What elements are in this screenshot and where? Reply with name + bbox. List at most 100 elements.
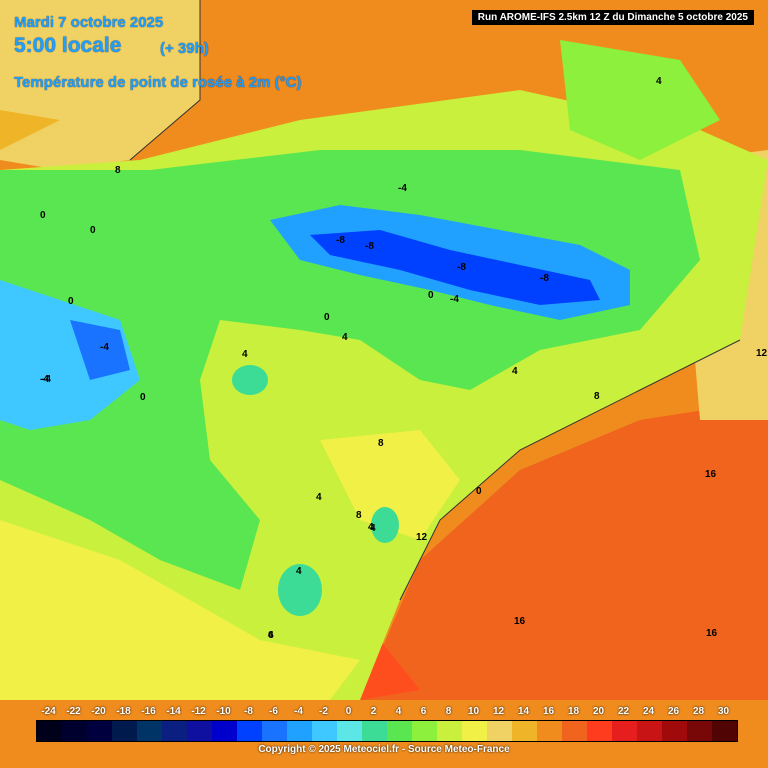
run-info: Run AROME-IFS 2.5km 12 Z du Dimanche 5 o… [471, 10, 754, 25]
forecast-date: Mardi 7 octobre 2025 [14, 14, 164, 31]
scale-tick-label: -2 [319, 706, 328, 717]
contour-label: 4 [342, 332, 348, 343]
scale-tick-label: 30 [717, 706, 730, 717]
contour-label: -4 [450, 294, 459, 305]
contour-label: -4 [42, 374, 51, 385]
contour-labels: 800-8-8-8-8-40 -400-4-4044448881204446161… [40, 76, 768, 641]
forecast-lead: (+ 39h) [160, 40, 209, 57]
scale-swatch [487, 721, 512, 741]
color-scale: -24 -22 -20 -18 -16 -14 -12 -10 -8 -6 -4 -2 0 2 4 6 8 10 1… [0, 700, 768, 768]
contour-label: 0 [90, 225, 96, 236]
scale-tick-label: -12 [191, 706, 206, 717]
contour-label: 4 [368, 522, 374, 533]
contour-label: 16 [705, 469, 717, 480]
scale-swatch [37, 721, 62, 741]
contour-label: -4 [100, 342, 109, 353]
contour-label: -8 [457, 262, 466, 273]
scale-tick-label: 28 [692, 706, 705, 717]
scale-tick-label: -6 [269, 706, 278, 717]
contour-label: 0 [324, 312, 330, 323]
contour-label: -8 [365, 241, 374, 252]
scale-tick-label: -18 [116, 706, 131, 717]
contour-label: 16 [514, 616, 526, 627]
contour-label: 4 [512, 366, 518, 377]
contour-label: 12 [756, 348, 768, 359]
scale-tick-label: 6 [420, 706, 427, 717]
scale-tick-label: -14 [166, 706, 181, 717]
scale-tick-label: 2 [370, 706, 377, 717]
contour-label: -8 [540, 273, 549, 284]
scale-swatch [612, 721, 637, 741]
scale-tick-label: -10 [216, 706, 231, 717]
contour-label: 6 [268, 630, 274, 641]
scale-swatch [362, 721, 387, 741]
forecast-time: 5:00 locale [14, 34, 122, 57]
contour-label: 4 [268, 630, 274, 641]
scale-swatch [512, 721, 537, 741]
scale-swatch [187, 721, 212, 741]
scale-swatch [87, 721, 112, 741]
parameter-title: Température de point de rosée à 2m (°C) [14, 74, 302, 91]
scale-tick-label: -8 [244, 706, 253, 717]
scale-swatch [287, 721, 312, 741]
sea-east [360, 400, 768, 700]
scale-swatch [412, 721, 437, 741]
scale-tick-label: 14 [517, 706, 530, 717]
scale-swatch [312, 721, 337, 741]
scale-tick-label: 10 [467, 706, 480, 717]
scale-swatch [712, 721, 737, 741]
copyright: Copyright © 2025 Meteociel.fr - Source M… [258, 744, 510, 755]
scale-tick-label: 4 [395, 706, 402, 717]
contour-label: 0 [428, 290, 434, 301]
scale-swatch [337, 721, 362, 741]
scale-swatch [687, 721, 712, 741]
scale-tick-label: 22 [617, 706, 630, 717]
cold-west [0, 280, 140, 430]
bay-area [0, 0, 200, 170]
scale-tick-label: -24 [41, 706, 56, 717]
contour-label: 8 [594, 391, 600, 402]
scale-tick-label: 0 [345, 706, 352, 717]
contour-label: 8 [378, 438, 384, 449]
scale-swatch [162, 721, 187, 741]
scale-swatch [137, 721, 162, 741]
scale-tick-label: 26 [667, 706, 680, 717]
contour-label: 4 [316, 492, 322, 503]
contour-label: 4 [656, 76, 662, 87]
contour-label: -4 [40, 374, 49, 385]
scale-tick-label: -16 [141, 706, 156, 717]
scale-swatch [462, 721, 487, 741]
scale-swatch [562, 721, 587, 741]
contour-label: 4 [370, 523, 376, 534]
scale-swatch [537, 721, 562, 741]
contour-label: 4 [296, 566, 302, 577]
scale-tick-label: 18 [567, 706, 580, 717]
scale-tick-label: 24 [642, 706, 655, 717]
scale-swatch [112, 721, 137, 741]
scale-tick-label: 12 [492, 706, 505, 717]
contour-label: 8 [356, 510, 362, 521]
contour-label: 12 [416, 532, 428, 543]
scale-swatch [662, 721, 687, 741]
contour-label: 0 [140, 392, 146, 403]
scale-swatch [637, 721, 662, 741]
contour-label: -4 [398, 183, 407, 194]
contour-label: 8 [115, 165, 121, 176]
contour-label: 0 [476, 486, 482, 497]
scale-swatch [237, 721, 262, 741]
contour-label: 0 [40, 210, 46, 221]
scale-tick-label: -20 [91, 706, 106, 717]
contour-label: 16 [706, 628, 718, 639]
scale-tick-label: -4 [294, 706, 303, 717]
scale-swatch [587, 721, 612, 741]
scale-tick-label: 16 [542, 706, 555, 717]
scale-swatch [387, 721, 412, 741]
contour-label: 4 [242, 349, 248, 360]
scale-tick-label: 8 [445, 706, 452, 717]
contour-label: -8 [336, 235, 345, 246]
scale-bar [36, 720, 738, 742]
scale-tick-label: 20 [592, 706, 605, 717]
scale-swatch [262, 721, 287, 741]
